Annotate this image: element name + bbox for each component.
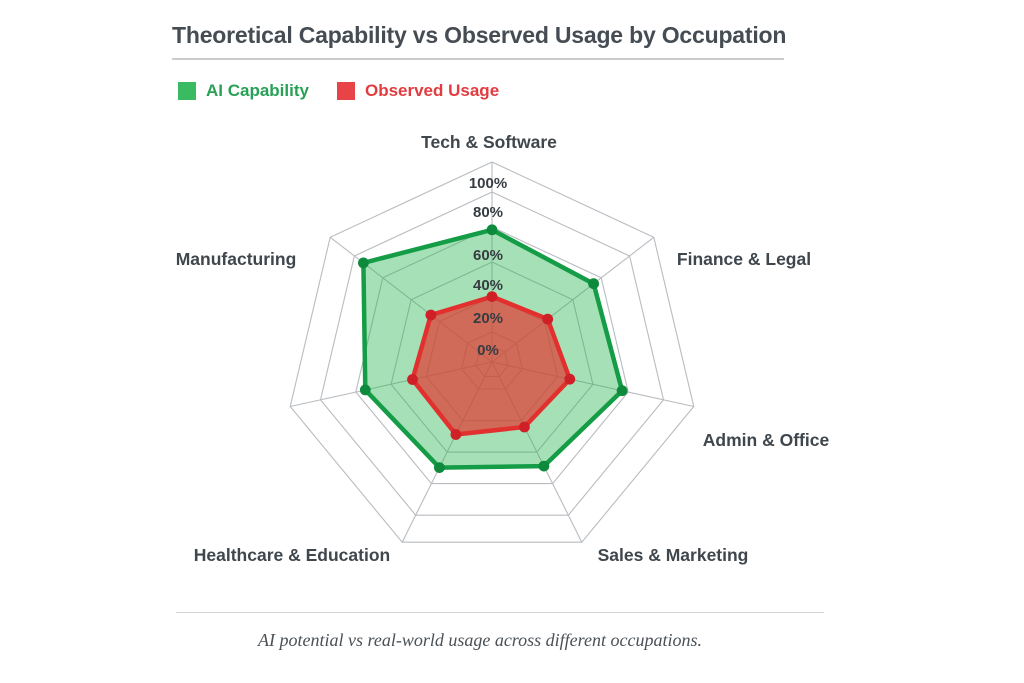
tick-label: 20% bbox=[473, 310, 503, 327]
data-point-observed-usage bbox=[425, 309, 437, 321]
data-point-ai-capability bbox=[588, 278, 599, 290]
series-area-observed-usage bbox=[412, 296, 570, 435]
chart-caption: AI potential vs real-world usage across … bbox=[258, 630, 702, 650]
axis-label-tech-and-software: Tech & Software bbox=[421, 132, 557, 152]
legend-label-ai-capability: AI Capability bbox=[206, 81, 309, 100]
tick-label: 60% bbox=[473, 247, 503, 264]
data-point-observed-usage bbox=[542, 313, 554, 325]
data-point-observed-usage bbox=[450, 429, 462, 440]
data-point-observed-usage bbox=[486, 291, 498, 302]
data-point-observed-usage bbox=[564, 373, 576, 385]
radar-grid-ring bbox=[289, 161, 695, 543]
legend-swatch-observed-usage-icon bbox=[336, 82, 355, 100]
tick-label: 40% bbox=[473, 277, 503, 294]
series-outline-observed-usage bbox=[410, 294, 573, 437]
tick-label: 0% bbox=[477, 342, 499, 359]
data-point-ai-capability bbox=[538, 460, 550, 472]
axis-label-finance-and-legal: Finance & Legal bbox=[677, 249, 811, 269]
data-point-observed-usage bbox=[519, 421, 530, 433]
legend-label-observed-usage: Observed Usage bbox=[364, 81, 500, 100]
legend-swatch-ai-capability-icon bbox=[178, 82, 196, 100]
radar-grid-ring bbox=[355, 226, 629, 485]
tick-label: 100% bbox=[469, 175, 507, 192]
footer-divider bbox=[176, 612, 824, 613]
page-title: Theoretical Capability vs Observed Usage… bbox=[172, 22, 787, 48]
legend-item-observed-usage: Observed Usage bbox=[336, 81, 500, 101]
radar-grid-ring bbox=[319, 191, 665, 516]
legend-item-ai-capability: AI Capability bbox=[178, 81, 309, 101]
data-point-ai-capability bbox=[359, 384, 371, 396]
data-point-ai-capability bbox=[434, 462, 445, 473]
title-divider bbox=[172, 58, 784, 60]
series-outline-ai-capability bbox=[361, 227, 625, 470]
axis-label-sales-and-marketing: Sales & Marketing bbox=[598, 545, 749, 565]
tick-label: 80% bbox=[473, 204, 503, 221]
data-point-ai-capability bbox=[486, 224, 498, 236]
data-point-ai-capability bbox=[616, 385, 628, 397]
axis-label-manufacturing: Manufacturing bbox=[176, 249, 297, 269]
data-point-ai-capability bbox=[358, 257, 369, 269]
data-point-observed-usage bbox=[407, 374, 418, 385]
radar-grid-ring bbox=[390, 261, 594, 453]
axis-label-admin-and-office: Admin & Office bbox=[703, 430, 830, 450]
chart-legend: AI Capability Observed Usage bbox=[178, 81, 499, 101]
axis-label-healthcare-and-education: Healthcare & Education bbox=[194, 545, 390, 565]
